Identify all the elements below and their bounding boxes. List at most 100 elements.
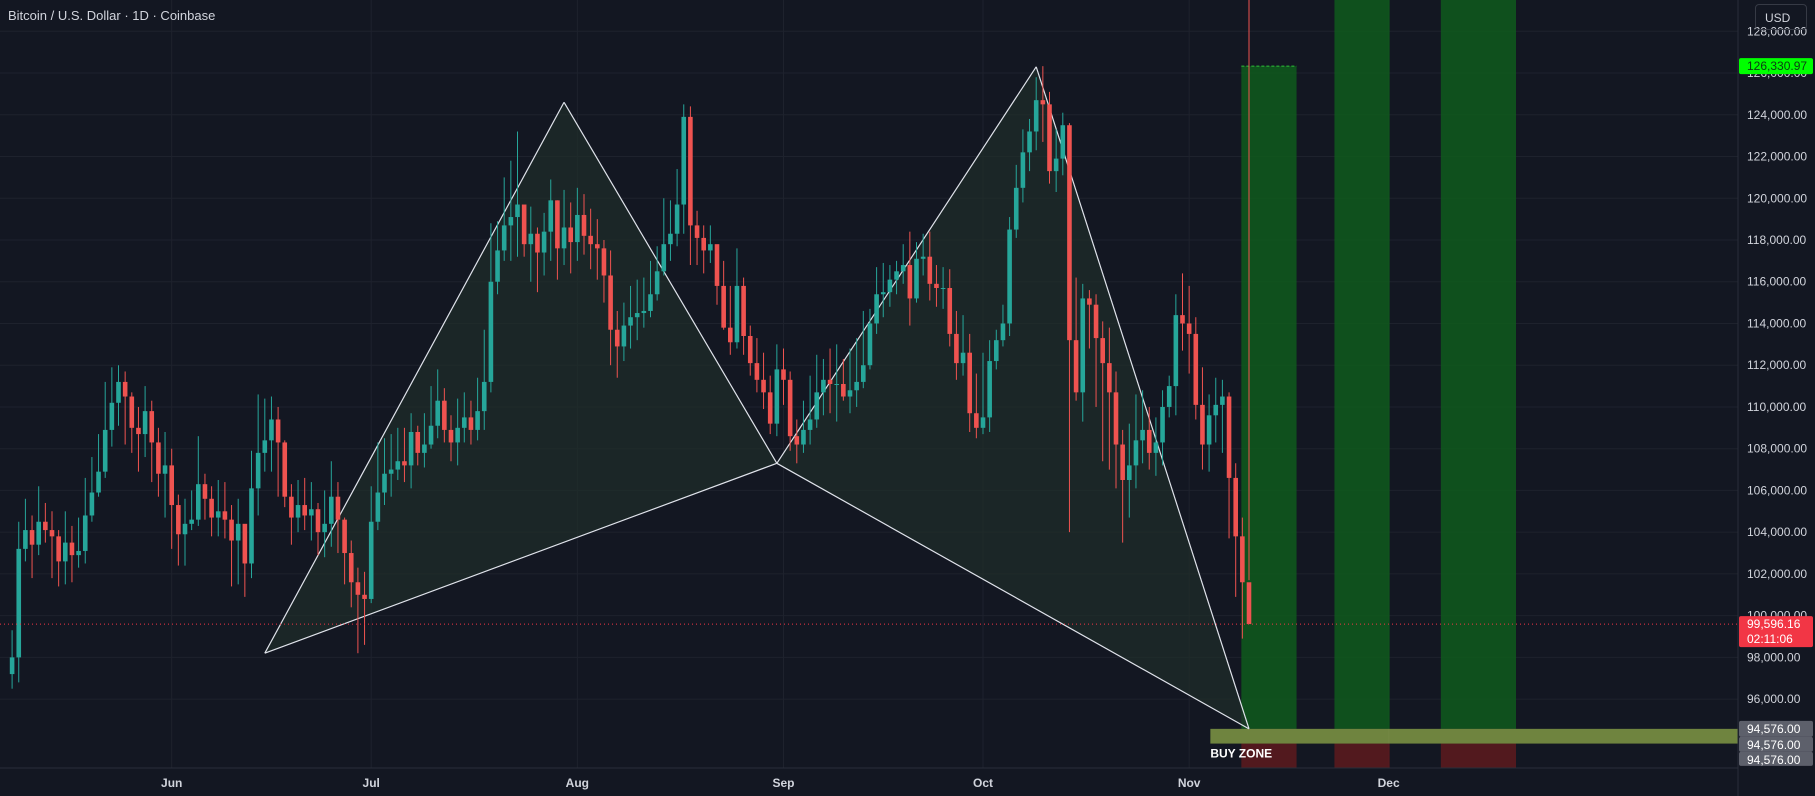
candle-body[interactable]	[528, 233, 534, 245]
candle-body[interactable]	[801, 429, 806, 445]
candle[interactable]	[481, 329, 487, 430]
candle[interactable]	[342, 517, 347, 585]
candle-body[interactable]	[495, 250, 500, 282]
candle[interactable]	[1027, 118, 1032, 172]
candle[interactable]	[302, 477, 307, 531]
candle-body[interactable]	[1120, 444, 1125, 480]
candle[interactable]	[980, 352, 986, 435]
candle-body[interactable]	[422, 444, 427, 453]
candle-body[interactable]	[1240, 536, 1245, 583]
candle-body[interactable]	[787, 379, 793, 437]
candle-body[interactable]	[1146, 429, 1152, 453]
pattern-leg[interactable]	[776, 66, 1037, 464]
candle-body[interactable]	[980, 417, 986, 428]
candle[interactable]	[1067, 123, 1072, 533]
candle[interactable]	[827, 348, 833, 414]
candle-body[interactable]	[601, 248, 607, 276]
candle[interactable]	[714, 244, 720, 305]
candle-body[interactable]	[249, 488, 254, 564]
candle-body[interactable]	[555, 200, 560, 249]
candle-body[interactable]	[229, 519, 234, 541]
candle-body[interactable]	[974, 413, 979, 428]
candle[interactable]	[468, 400, 474, 445]
candle[interactable]	[442, 388, 447, 443]
candle[interactable]	[162, 432, 168, 518]
candle[interactable]	[974, 373, 979, 439]
candle-body[interactable]	[515, 204, 520, 218]
candle[interactable]	[767, 375, 773, 435]
candle-body[interactable]	[342, 519, 347, 554]
candle[interactable]	[1033, 77, 1039, 151]
candle[interactable]	[49, 511, 55, 579]
candle-body[interactable]	[914, 258, 919, 299]
candle-body[interactable]	[541, 231, 547, 253]
pattern-leg[interactable]	[776, 462, 1250, 730]
pattern-leg[interactable]	[264, 101, 565, 654]
candle[interactable]	[129, 392, 135, 453]
candle[interactable]	[1013, 164, 1019, 238]
candle-body[interactable]	[368, 521, 374, 599]
candle-body[interactable]	[235, 523, 241, 541]
candle[interactable]	[694, 210, 700, 266]
candle-body[interactable]	[588, 235, 593, 245]
candle[interactable]	[1113, 371, 1119, 489]
candle-body[interactable]	[608, 275, 613, 330]
candle-body[interactable]	[329, 496, 334, 524]
candle[interactable]	[1100, 321, 1105, 462]
candle-body[interactable]	[215, 511, 221, 518]
candle-body[interactable]	[282, 442, 288, 497]
candle-body[interactable]	[442, 400, 447, 430]
candle[interactable]	[741, 277, 746, 355]
candle[interactable]	[581, 194, 587, 255]
candle-body[interactable]	[734, 285, 740, 343]
candle-body[interactable]	[614, 329, 620, 347]
candle-body[interactable]	[89, 492, 95, 516]
candle-body[interactable]	[814, 392, 820, 420]
candle-body[interactable]	[967, 352, 972, 414]
candle-body[interactable]	[900, 265, 906, 272]
candle[interactable]	[435, 369, 440, 439]
candle-body[interactable]	[1087, 298, 1092, 305]
candle-body[interactable]	[129, 396, 135, 428]
candle[interactable]	[1107, 327, 1112, 470]
candle-body[interactable]	[834, 384, 839, 385]
candle-body[interactable]	[262, 440, 268, 453]
candle[interactable]	[521, 204, 527, 257]
candle-body[interactable]	[209, 498, 214, 518]
candle-body[interactable]	[841, 384, 846, 397]
candle[interactable]	[1160, 390, 1165, 466]
candle[interactable]	[1166, 375, 1172, 418]
candle-body[interactable]	[1073, 340, 1079, 393]
candle-body[interactable]	[621, 325, 627, 347]
candle[interactable]	[82, 477, 88, 564]
candle-body[interactable]	[754, 363, 760, 380]
candle-body[interactable]	[488, 281, 494, 382]
candle-body[interactable]	[1113, 392, 1119, 445]
candle[interactable]	[1120, 429, 1125, 543]
candle[interactable]	[894, 260, 899, 295]
candle[interactable]	[814, 354, 820, 428]
candle-body[interactable]	[255, 452, 261, 489]
candle-body[interactable]	[16, 548, 22, 658]
candle-body[interactable]	[847, 390, 853, 397]
candle-body[interactable]	[102, 429, 108, 472]
candle-body[interactable]	[1226, 396, 1232, 478]
candle-body[interactable]	[322, 523, 327, 533]
candle-body[interactable]	[1060, 125, 1066, 159]
candle-body[interactable]	[1020, 152, 1026, 188]
candle[interactable]	[448, 415, 454, 462]
candle[interactable]	[462, 392, 467, 443]
candle[interactable]	[142, 386, 148, 458]
candle-body[interactable]	[182, 523, 188, 535]
candle-body[interactable]	[116, 381, 121, 403]
candle[interactable]	[116, 365, 121, 426]
candle[interactable]	[601, 240, 607, 303]
candle[interactable]	[182, 498, 188, 566]
candle[interactable]	[36, 486, 41, 556]
candle-body[interactable]	[388, 469, 394, 474]
candle[interactable]	[29, 515, 35, 579]
candle-body[interactable]	[1053, 158, 1059, 172]
candle[interactable]	[422, 413, 427, 468]
candle-body[interactable]	[275, 419, 281, 443]
candle-body[interactable]	[402, 461, 407, 466]
